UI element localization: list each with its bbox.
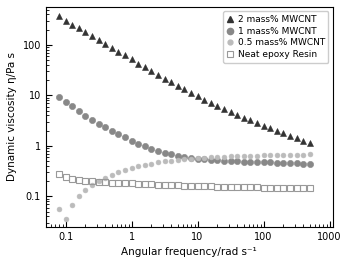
X-axis label: Angular frequency/rad s⁻¹: Angular frequency/rad s⁻¹ xyxy=(121,247,257,257)
Y-axis label: Dynamic viscosity η/Pa s: Dynamic viscosity η/Pa s xyxy=(7,52,17,181)
Legend: 2 mass% MWCNT, 1 mass% MWCNT, 0.5 mass% MWCNT, Neat epoxy Resin: 2 mass% MWCNT, 1 mass% MWCNT, 0.5 mass% … xyxy=(223,11,328,63)
